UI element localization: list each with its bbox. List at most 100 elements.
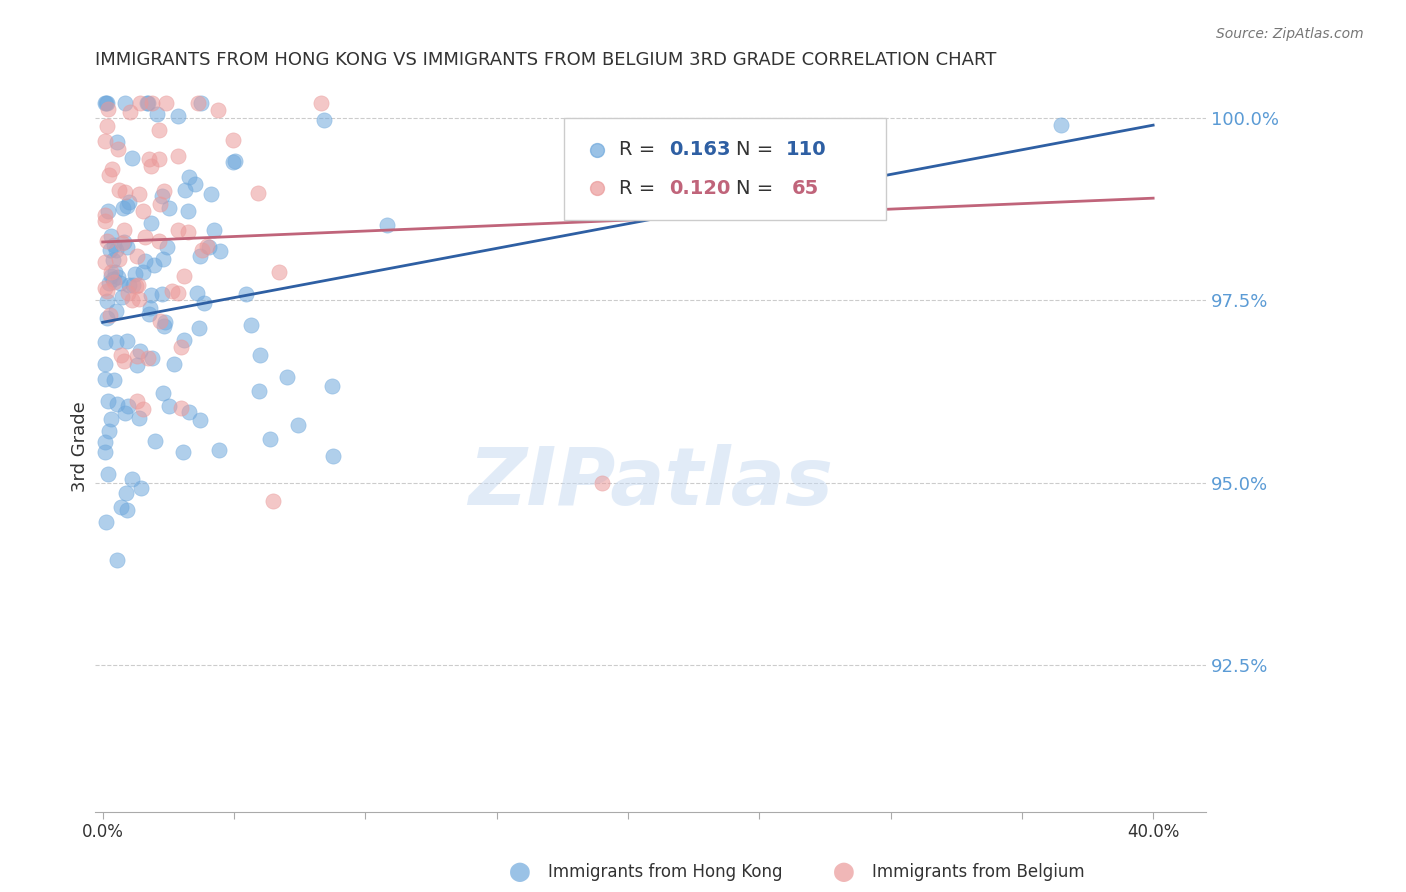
Point (96, 235, 118, 249)
Point (153, 184, 176, 198)
Point (115, 503, 138, 517)
Point (166, 286, 188, 301)
Point (167, 109, 190, 123)
Point (105, 135, 128, 149)
Point (136, 96, 159, 111)
Point (97, 277, 120, 291)
Point (173, 268, 195, 283)
Text: R =: R = (619, 140, 662, 159)
Point (94, 214, 117, 228)
Text: N =: N = (735, 140, 779, 159)
Point (94, 208, 117, 222)
Point (138, 153, 160, 167)
Point (98, 168, 121, 182)
Point (287, 417, 309, 432)
Point (139, 288, 162, 302)
Point (239, 318, 262, 332)
Point (207, 103, 229, 118)
Point (108, 276, 131, 290)
Point (97, 467, 120, 482)
Point (117, 277, 139, 292)
Point (96, 310, 118, 325)
Point (111, 290, 134, 304)
Text: ⬤: ⬤ (832, 863, 855, 882)
Point (117, 285, 139, 300)
Point (100, 161, 122, 176)
Point (222, 132, 245, 146)
Point (198, 240, 221, 254)
Point (104, 334, 127, 349)
Point (163, 358, 186, 372)
Point (208, 244, 231, 259)
Point (94, 255, 117, 269)
Point (100, 411, 122, 425)
Point (172, 444, 194, 458)
Point (138, 307, 160, 321)
Y-axis label: 3rd Grade: 3rd Grade (72, 401, 89, 491)
Point (118, 104, 141, 119)
Point (155, 96, 177, 111)
Point (262, 494, 284, 508)
Point (100, 229, 122, 244)
Point (94, 371, 117, 385)
Point (1050, 118, 1073, 132)
Point (128, 96, 150, 111)
Point (104, 265, 127, 279)
Point (375, 218, 398, 232)
Point (96, 96, 118, 111)
Point (152, 252, 174, 266)
Point (156, 240, 179, 254)
Point (148, 152, 170, 166)
Point (193, 295, 215, 310)
Point (115, 334, 138, 348)
Point (114, 406, 136, 420)
Point (131, 203, 153, 218)
Point (152, 189, 174, 203)
Point (177, 204, 200, 219)
Point (124, 267, 146, 281)
Point (114, 185, 136, 199)
Point (115, 485, 138, 500)
Point (94, 515, 117, 529)
Point (224, 153, 246, 168)
Point (143, 434, 166, 448)
Point (128, 410, 150, 425)
Point (136, 96, 159, 111)
Point (134, 230, 156, 244)
Point (94, 335, 117, 350)
Point (143, 258, 166, 272)
Point (110, 500, 132, 514)
Point (94, 434, 117, 449)
Point (112, 223, 135, 237)
Point (96, 119, 118, 133)
Point (170, 401, 193, 415)
Point (127, 278, 149, 293)
Text: 110: 110 (786, 140, 827, 159)
Point (150, 287, 173, 301)
Point (112, 202, 135, 216)
Point (118, 194, 141, 209)
Point (97, 394, 120, 409)
Point (128, 187, 150, 202)
Point (98, 243, 121, 257)
Point (141, 351, 163, 366)
Point (103, 373, 125, 387)
Point (107, 142, 129, 156)
Point (96, 284, 118, 298)
Point (97, 203, 120, 218)
Point (127, 358, 149, 372)
Point (173, 183, 195, 197)
Point (136, 351, 159, 365)
Point (112, 235, 135, 249)
Point (195, 238, 218, 252)
Point (125, 393, 148, 408)
Point (139, 301, 162, 315)
Point (247, 186, 270, 200)
Text: ZIPatlas: ZIPatlas (468, 444, 832, 522)
Point (139, 159, 162, 173)
Point (160, 284, 183, 298)
Point (110, 348, 132, 362)
Point (591, 475, 613, 490)
Point (115, 199, 138, 213)
Point (127, 350, 149, 364)
